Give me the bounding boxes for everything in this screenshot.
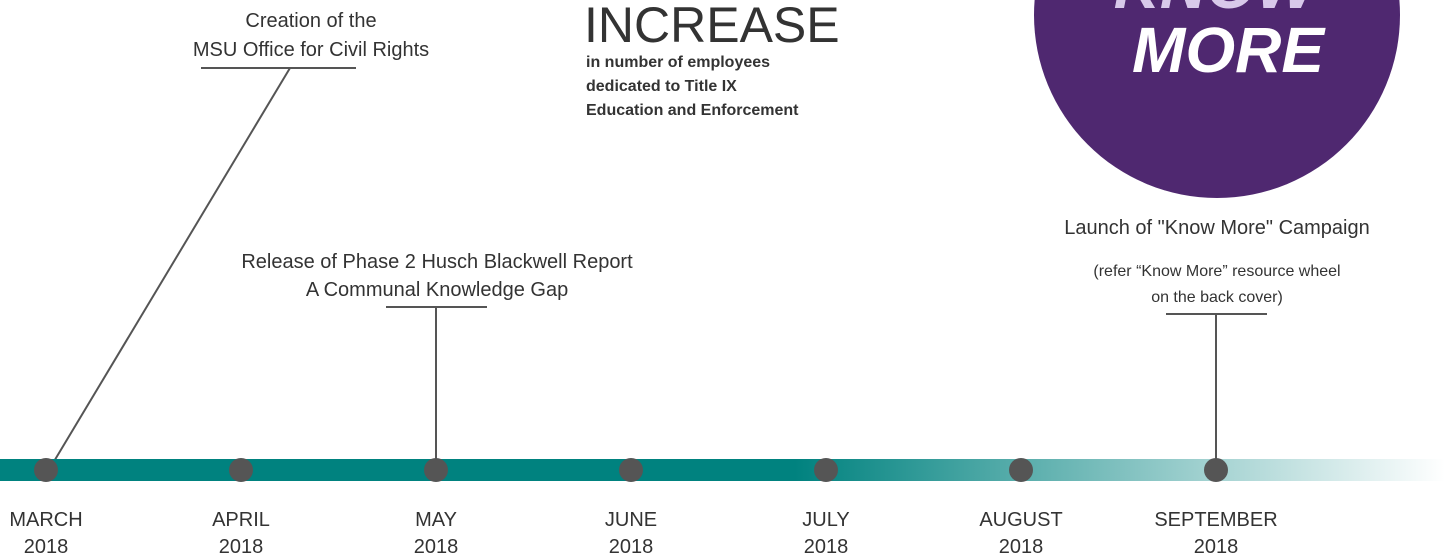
timeline-dot	[34, 458, 58, 482]
timeline-bar	[0, 459, 1445, 481]
logo-circle	[1034, 0, 1400, 198]
month-label: SEPTEMBER	[1154, 509, 1277, 531]
month-label: AUGUST	[979, 509, 1062, 531]
logo-bottom: MORE	[1132, 14, 1326, 86]
highlight-line: dedicated to Title IX	[586, 78, 737, 95]
timeline-dot	[229, 458, 253, 482]
event-text: A Communal Knowledge Gap	[306, 279, 568, 301]
year-label: 2018	[24, 536, 69, 554]
timeline-dot	[1204, 458, 1228, 482]
year-label: 2018	[1194, 536, 1239, 554]
highlight-line: in number of employees	[586, 54, 770, 71]
month-label: APRIL	[212, 509, 270, 531]
timeline-dot	[814, 458, 838, 482]
month-label: MAY	[415, 509, 457, 531]
event-text: MSU Office for Civil Rights	[193, 39, 429, 61]
event-text: Creation of the	[245, 10, 376, 32]
month-label: JUNE	[605, 509, 657, 531]
event-note: on the back cover)	[1151, 289, 1283, 306]
highlight-line: Education and Enforcement	[586, 102, 799, 119]
year-label: 2018	[804, 536, 849, 554]
year-label: 2018	[414, 536, 459, 554]
connector	[49, 67, 291, 469]
event-text: Release of Phase 2 Husch Blackwell Repor…	[241, 251, 633, 273]
year-label: 2018	[999, 536, 1044, 554]
event-text: Launch of "Know More" Campaign	[1064, 217, 1369, 239]
timeline-dot	[619, 458, 643, 482]
timeline-dot	[1009, 458, 1033, 482]
logo-top: KNOW	[1114, 0, 1321, 22]
timeline-dot	[424, 458, 448, 482]
event-note: (refer “Know More” resource wheel	[1093, 263, 1340, 280]
year-label: 2018	[609, 536, 654, 554]
year-label: 2018	[219, 536, 264, 554]
headline: INCREASE	[584, 0, 840, 53]
month-label: MARCH	[9, 509, 82, 531]
month-label: JULY	[802, 509, 849, 531]
